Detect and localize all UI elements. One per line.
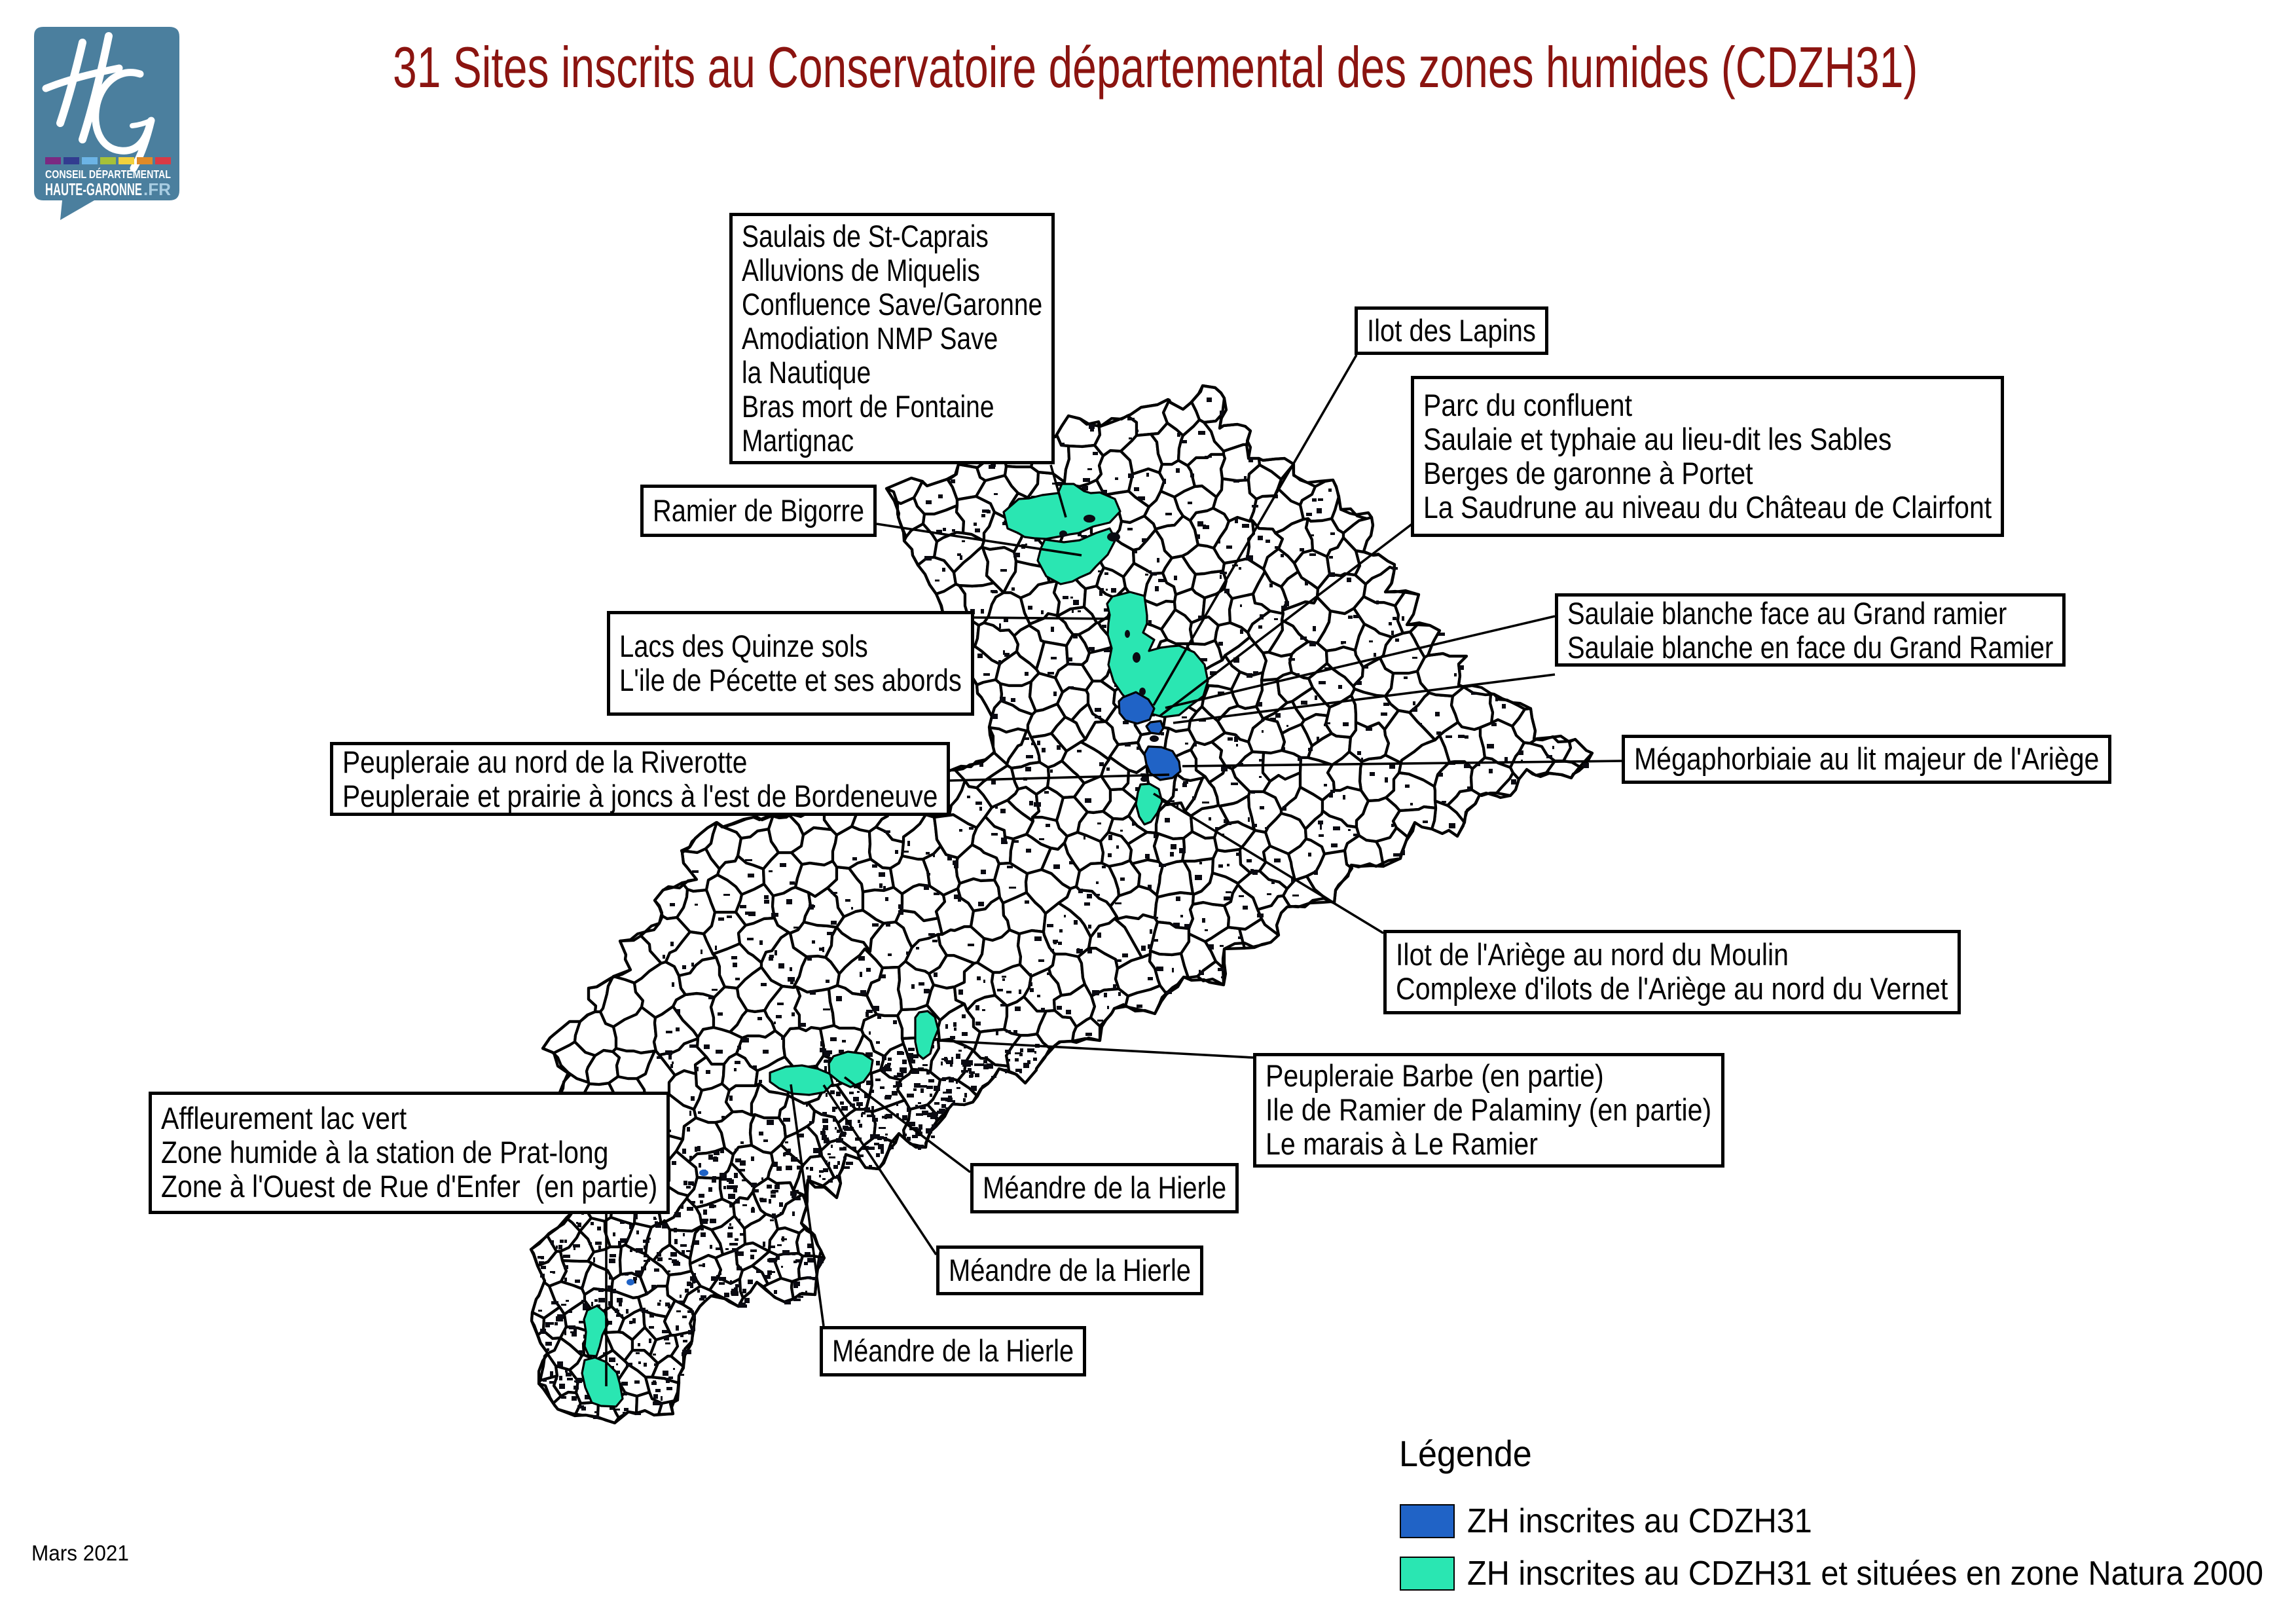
svg-text:CONSEIL DÉPARTEMENTAL: CONSEIL DÉPARTEMENTAL [45, 167, 171, 181]
svg-text:HAUTE-GARONNE: HAUTE-GARONNE [45, 179, 142, 199]
svg-text:.FR: .FR [143, 179, 171, 199]
